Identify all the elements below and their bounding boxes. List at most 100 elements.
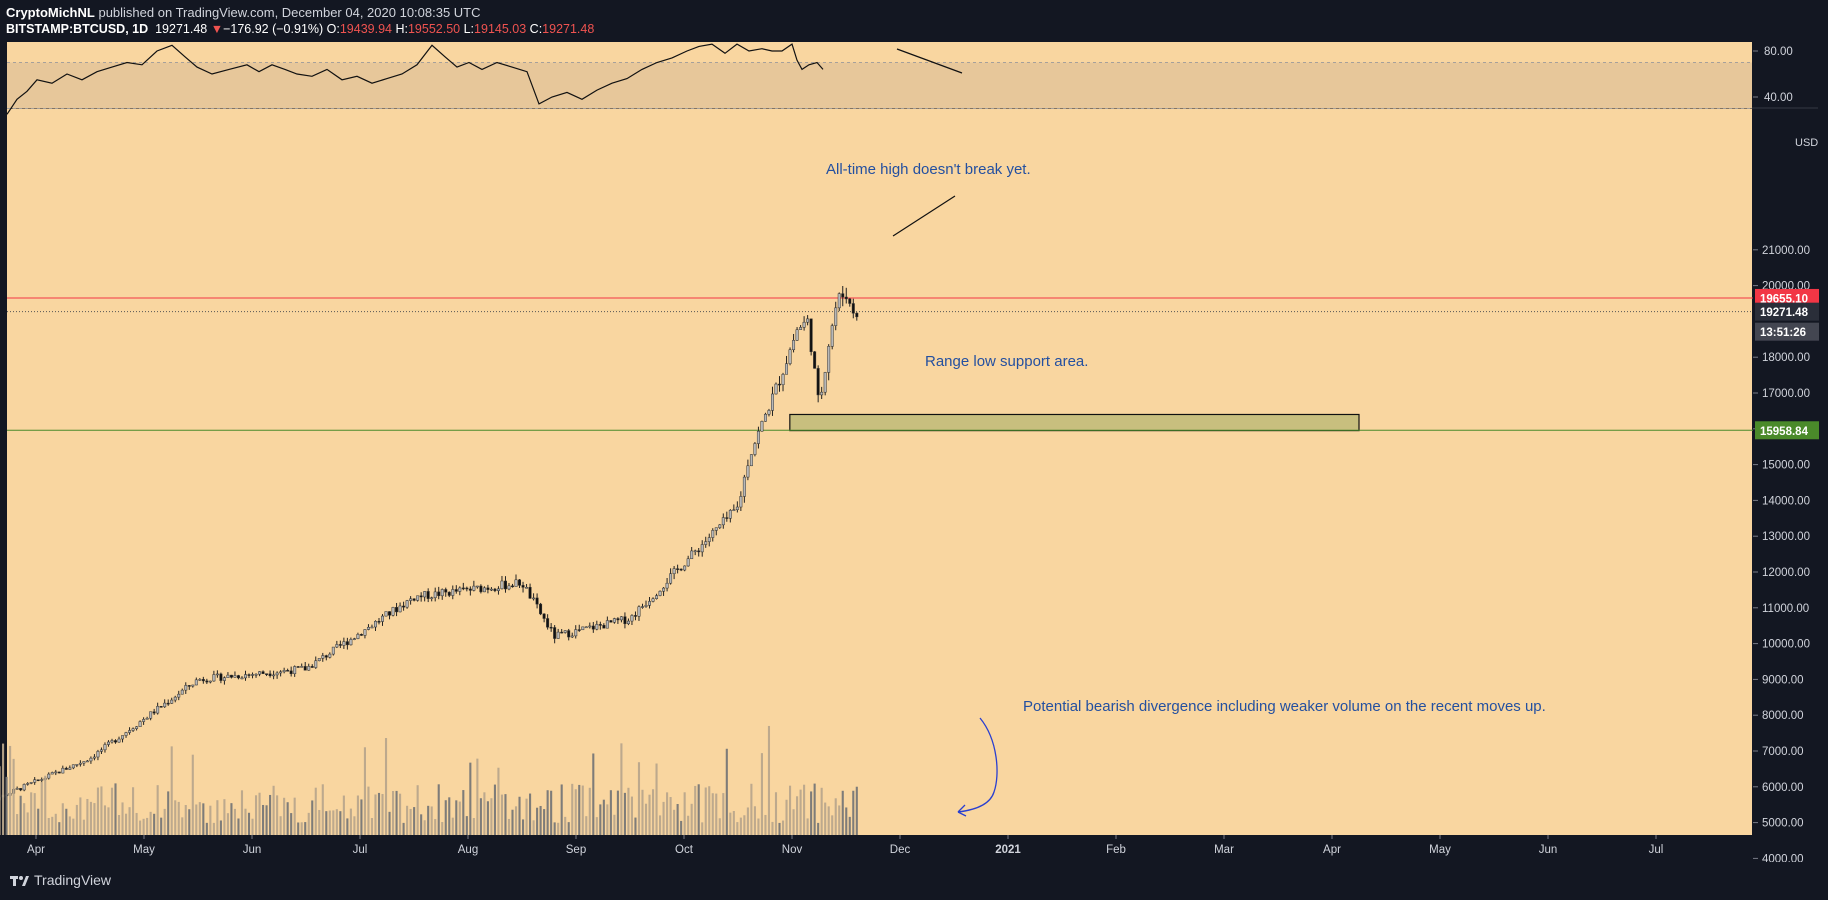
volume-bar — [212, 822, 215, 835]
volume-bar — [687, 815, 690, 835]
volume-bar — [845, 807, 848, 835]
candle-body — [324, 655, 328, 658]
candle-body — [145, 717, 149, 720]
candle-body — [85, 760, 89, 763]
candle-body — [149, 711, 153, 719]
volume-bar — [121, 802, 124, 835]
symbol-label[interactable]: BITSTAMP:BTCUSD, 1D — [6, 22, 149, 36]
volume-bar — [518, 796, 521, 835]
tradingview-logo-icon[interactable] — [10, 872, 30, 888]
time-tick-label: Nov — [782, 844, 803, 856]
annotation-ath: All-time high doesn't break yet. — [826, 161, 1031, 178]
volume-bar — [54, 813, 57, 835]
candle-body — [532, 597, 536, 600]
volume-bar — [198, 802, 201, 835]
volume-bar — [258, 792, 261, 835]
volume-bar — [395, 790, 398, 835]
volume-bar — [655, 763, 658, 835]
candle-body — [672, 568, 676, 574]
volume-bar — [680, 820, 683, 835]
price-tick-label: 14000.00 — [1762, 495, 1810, 507]
volume-bar — [297, 822, 300, 835]
rsi-band — [7, 62, 1752, 109]
volume-bar — [72, 818, 75, 835]
candle-body — [683, 565, 687, 571]
volume-bar — [574, 789, 577, 835]
candle-body — [799, 327, 803, 330]
candle-body — [637, 606, 641, 617]
candle-body — [648, 601, 651, 606]
volume-bar — [834, 798, 837, 835]
candle-body — [690, 550, 694, 560]
candle-body — [388, 611, 392, 616]
volume-bar — [483, 792, 486, 835]
candle-body — [121, 735, 125, 740]
candle-body — [686, 558, 690, 567]
candle-body — [447, 591, 451, 596]
candle-body — [40, 779, 44, 781]
candle-body — [514, 579, 518, 587]
volume-bar — [595, 817, 598, 835]
chart-svg[interactable]: 80.0040.00USD21000.0020000.0018000.00170… — [0, 40, 1828, 900]
candle-body — [345, 641, 349, 646]
last-price-tag: 19271.48 — [1760, 307, 1809, 319]
candle-body — [282, 670, 286, 673]
volume-bar — [771, 821, 774, 835]
candle-body — [679, 568, 683, 571]
candle-body — [215, 673, 219, 676]
volume-bar — [434, 819, 437, 835]
candle-body — [595, 624, 599, 630]
volume-bar — [486, 801, 489, 835]
candle-body — [771, 393, 774, 411]
volume-bar — [651, 789, 655, 835]
volume-bar — [318, 809, 321, 835]
candle-body — [180, 689, 184, 695]
candle-body — [68, 767, 72, 770]
volume-bar — [188, 809, 191, 835]
candle-body — [542, 613, 546, 619]
volume-bar — [669, 797, 672, 835]
volume-bar — [630, 796, 634, 835]
candle-body — [749, 454, 753, 467]
candle-body — [507, 585, 511, 590]
annotation-support: Range low support area. — [925, 353, 1088, 370]
price-tick-label: 4000.00 — [1762, 853, 1804, 862]
candle-body — [300, 666, 304, 668]
resistance-price-tag-bg — [1755, 288, 1819, 307]
volume-bar — [117, 814, 121, 835]
volume-bar — [167, 791, 170, 835]
volume-bar — [272, 785, 275, 835]
volume-bar — [86, 798, 89, 835]
volume-bar — [226, 813, 229, 835]
volume-bar — [279, 816, 282, 835]
volume-bar — [469, 762, 472, 835]
candle-body — [166, 702, 170, 705]
candle-body — [173, 696, 177, 701]
volume-bar — [33, 793, 36, 835]
candle-body — [813, 351, 817, 369]
candle-body — [15, 788, 19, 790]
volume-bar — [539, 805, 542, 835]
candle-body — [103, 744, 107, 751]
volume-bar — [146, 817, 149, 835]
tradingview-brand[interactable]: TradingView — [34, 872, 112, 888]
author-name[interactable]: CryptoMichNL — [6, 5, 95, 20]
candle-body — [296, 666, 300, 668]
candle-body — [816, 368, 820, 396]
volume-bar — [286, 802, 289, 835]
candle-body — [50, 772, 54, 775]
volume-bar — [781, 820, 785, 835]
candle-body — [641, 606, 644, 608]
volume-bar — [321, 784, 324, 835]
volume-bar — [251, 818, 254, 835]
candle-body — [539, 603, 543, 615]
volume-bar — [128, 807, 131, 835]
ath-trendline — [892, 195, 956, 237]
volume-bar — [855, 786, 858, 835]
candle-body — [778, 383, 781, 386]
volume-bar — [181, 817, 184, 835]
candle-body — [247, 674, 251, 676]
candle-body — [328, 653, 332, 658]
candle-body — [419, 595, 423, 598]
chart-area[interactable]: 80.00 40.00 USD 21000.00 20000.00 18000.00 170… — [0, 40, 1828, 900]
